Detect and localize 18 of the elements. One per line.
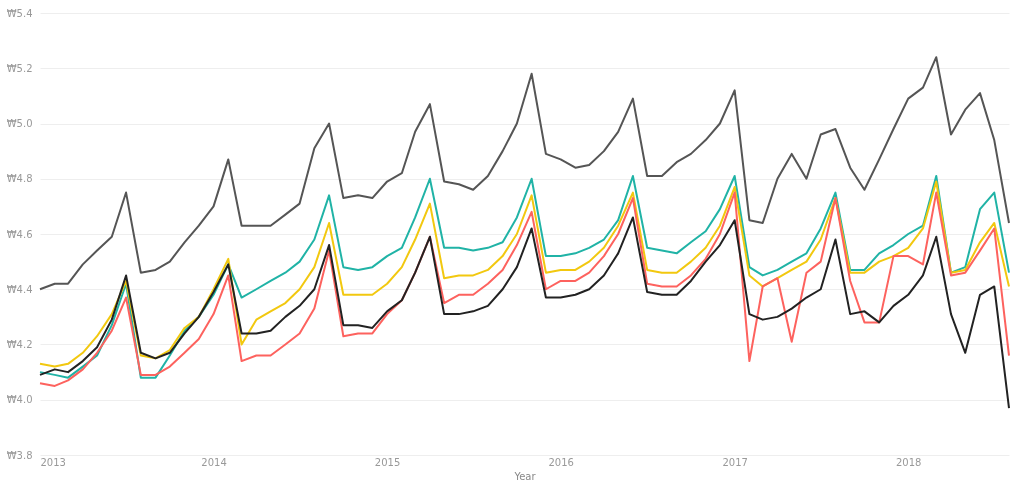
y-tick-label: ₩5.2 [6,62,33,74]
y-tick-label: ₩4.8 [6,173,33,185]
x-tick-label: 2016 [548,456,574,468]
y-tick-label: ₩5.4 [6,7,33,19]
y-tick-label: ₩3.8 [6,449,33,461]
x-tick-label: 2017 [722,456,748,468]
x-tick-label: 2013 [40,456,66,468]
line-series [39,56,1010,291]
y-tick-label: ₩4.6 [6,228,33,240]
line-series [39,216,1010,410]
x-tick-label: 2018 [895,456,922,468]
y-tick-label: ₩4.0 [6,394,33,406]
x-tick-label: 2015 [374,456,401,468]
y-tick-label: ₩4.4 [6,283,33,295]
y-tick-label: ₩4.2 [6,339,33,350]
x-axis-title: Year [513,470,537,482]
x-tick-label: 2014 [201,456,227,468]
y-tick-label: ₩5.0 [6,118,33,129]
